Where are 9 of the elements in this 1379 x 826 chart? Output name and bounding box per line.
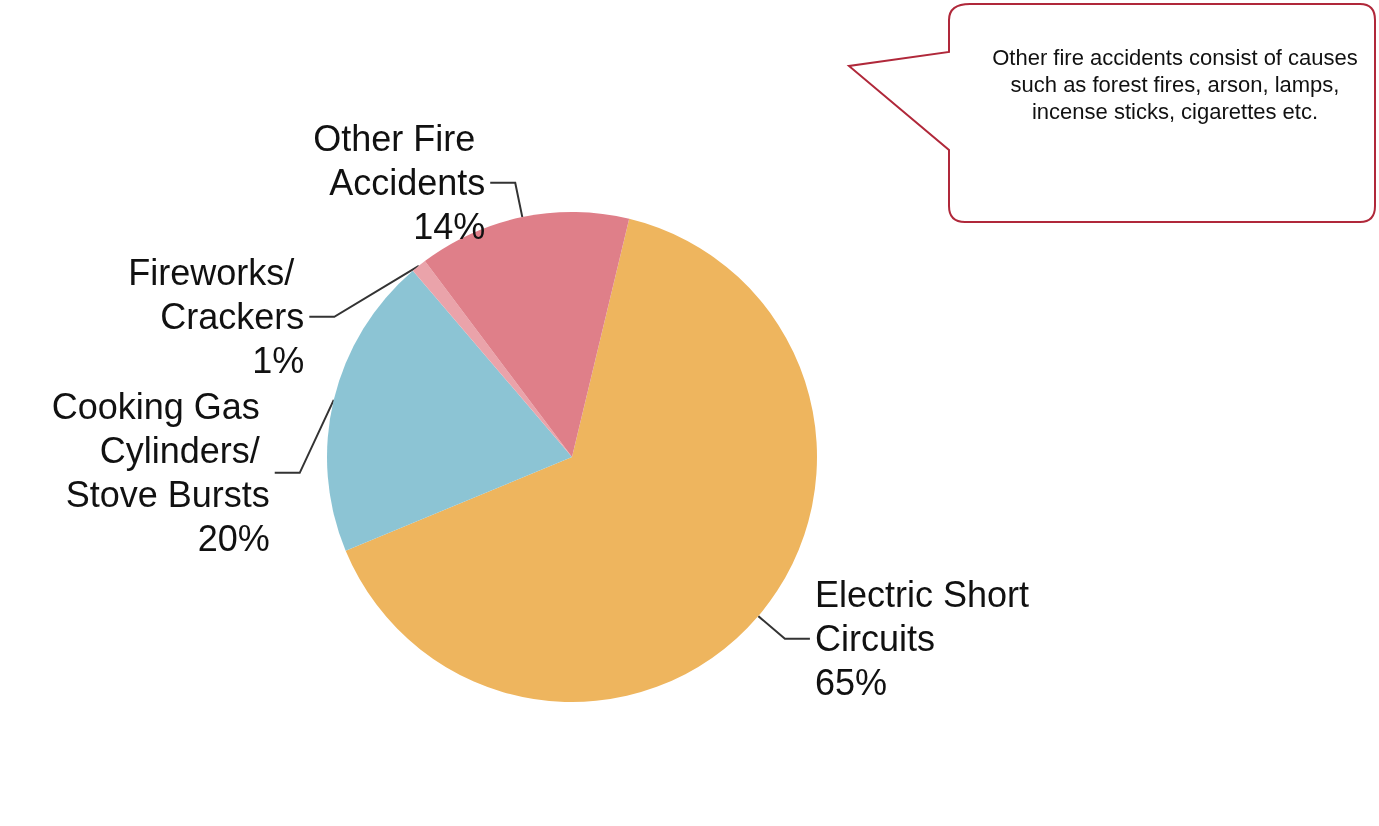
slice-label: Fireworks/ Crackers — [128, 252, 305, 338]
slice-label: Electric Short Circuits — [814, 574, 1039, 660]
slice-label: Cooking Gas Cylinders/ Stove Bursts — [51, 386, 270, 516]
data-label: 14% — [413, 206, 486, 248]
data-label: 20% — [197, 518, 270, 560]
text: Other fire accidents consist of causes such as forest fires, arson, lamps, incense sticks, cigarettes etc. — [991, 44, 1359, 125]
data-label: 1% — [252, 340, 305, 382]
data-label: 65% — [814, 662, 887, 704]
slice-label: Other Fire Accidents — [313, 118, 486, 204]
